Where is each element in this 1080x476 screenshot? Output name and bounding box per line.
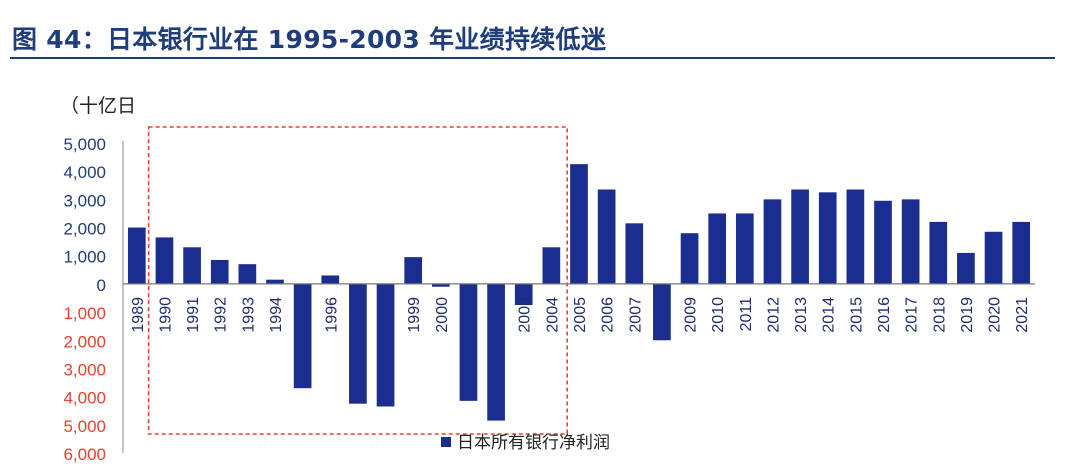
x-tick-label: 2015 [848, 297, 865, 333]
y-tick-label: 1,000 [63, 248, 106, 267]
bar-1999 [404, 257, 423, 284]
y-tick-label: 4,000 [63, 163, 106, 182]
x-tick-label: 2007 [627, 297, 644, 333]
bar-2013 [791, 189, 809, 284]
bar-2014 [818, 192, 837, 284]
y-tick-label: 3,000 [63, 191, 106, 210]
x-tick-label: 2017 [904, 297, 921, 333]
bar-2012 [763, 199, 782, 284]
bar-1997 [349, 283, 367, 404]
bar-1998 [376, 283, 395, 407]
bar-2003 [514, 283, 533, 306]
bar-1991 [183, 247, 201, 284]
x-tick-label: 2019 [959, 297, 976, 333]
bar-2004 [542, 247, 561, 284]
bar-1992 [210, 259, 229, 284]
x-tick-label: 1993 [240, 297, 257, 333]
bar-1996 [321, 275, 340, 284]
y-tick-label: 5,000 [63, 135, 106, 154]
y-tick-label: 1,000 [63, 304, 106, 323]
bar-2009 [680, 233, 699, 284]
x-tick-label: 1999 [406, 297, 423, 333]
x-tick-label: 2011 [738, 297, 755, 332]
bar-2010 [708, 213, 727, 284]
x-tick-label: 1994 [268, 297, 285, 333]
highlight-box [147, 126, 568, 435]
legend-label: 日本所有银行净利润 [457, 433, 610, 452]
y-tick-label: 5,000 [63, 417, 106, 436]
x-tick-label: 2018 [931, 297, 948, 333]
x-tick-label: 1989 [130, 297, 147, 333]
bar-1989 [127, 227, 146, 284]
bar-1994 [266, 279, 284, 284]
y-tick-label: 4,000 [63, 389, 106, 408]
x-tick-label: 2014 [821, 297, 838, 333]
bar-2006 [597, 189, 616, 284]
bar-2018 [929, 221, 948, 284]
x-tick-label: 2009 [683, 297, 700, 333]
x-tick-label: 2010 [710, 297, 727, 333]
bar-2021 [1012, 221, 1031, 284]
bar-2008 [653, 283, 671, 341]
x-tick-label: 1991 [185, 297, 202, 333]
bar-2015 [846, 189, 865, 284]
x-tick-label: 1992 [213, 297, 230, 333]
x-tick-label: 2013 [793, 297, 810, 333]
x-tick-label: 2000 [434, 297, 451, 333]
x-tick-label: 2020 [987, 297, 1004, 333]
x-tick-label: 2021 [1014, 297, 1031, 333]
x-tick-label: 1996 [323, 297, 340, 333]
bar-2020 [984, 231, 1003, 284]
x-tick-label: 2005 [572, 297, 589, 333]
x-tick-label: 2003 [517, 297, 534, 333]
y-tick-label: 3,000 [63, 360, 106, 379]
bar-1995 [293, 283, 312, 389]
bar-2016 [874, 200, 892, 284]
bar-2005 [570, 164, 588, 284]
bar-2002 [487, 283, 505, 421]
x-tick-label: 2004 [544, 297, 561, 333]
bar-2017 [901, 199, 920, 284]
legend-swatch [441, 437, 451, 447]
y-tick-label: 2,000 [63, 332, 106, 351]
x-tick-label: 1990 [157, 297, 174, 333]
y-tick-label: 2,000 [63, 220, 106, 239]
bar-2000 [431, 283, 450, 287]
y-tick-label: 6,000 [63, 445, 106, 464]
title-divider [10, 57, 1055, 59]
x-tick-label: 2006 [600, 297, 617, 333]
bar-1990 [155, 237, 174, 284]
bar-2007 [625, 223, 644, 284]
bar-2019 [957, 252, 975, 284]
bar-2001 [459, 283, 478, 401]
y-tick-label: 0 [97, 276, 106, 295]
bar-1993 [238, 264, 257, 284]
x-tick-label: 2012 [765, 297, 782, 333]
bar-2011 [735, 213, 754, 284]
figure-title: 图 44：日本银行业在 1995-2003 年业绩持续低迷 [12, 25, 607, 54]
y-axis-label: （十亿日 [60, 95, 136, 117]
x-tick-label: 2016 [876, 297, 893, 333]
